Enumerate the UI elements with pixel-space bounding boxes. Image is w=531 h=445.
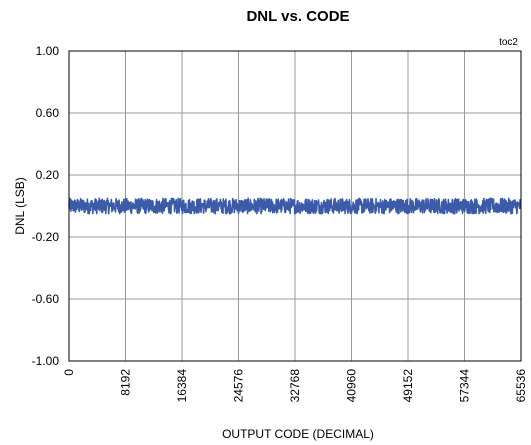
x-tick-labels: 0 8192 16384 24576 32768 40960 49152 57344 65536	[62, 369, 528, 403]
y-tick-label: -0.60	[32, 292, 60, 306]
x-axis-label: OUTPUT CODE (DECIMAL)	[222, 427, 374, 441]
figure-tag: toc2	[499, 37, 518, 48]
dnl-series-line	[68, 197, 522, 215]
x-tick-label: 8192	[119, 369, 133, 396]
y-tick-label: 0.60	[36, 106, 60, 120]
x-tick-label: 49152	[401, 369, 415, 403]
x-tick-label: 0	[62, 369, 76, 376]
plot-frame	[68, 50, 522, 362]
y-tick-label: 0.20	[36, 168, 60, 182]
x-tick-label: 32768	[288, 369, 302, 403]
y-tick-labels: 1.00 0.60 0.20 -0.20 -0.60 -1.00	[32, 44, 60, 368]
y-tick-label: 1.00	[36, 44, 60, 58]
x-tick-label: 24576	[232, 369, 246, 403]
chart-title: DNL vs. CODE	[246, 8, 349, 25]
y-tick-label: -1.00	[32, 354, 60, 368]
y-axis-label: DNL (LSB)	[13, 177, 27, 235]
x-tick-label: 16384	[175, 369, 189, 403]
data-layer	[68, 197, 522, 215]
y-tick-label: -0.20	[32, 230, 60, 244]
x-tick-label: 65536	[514, 369, 528, 403]
x-tick-label: 40960	[345, 369, 359, 403]
x-tick-label: 57344	[458, 369, 472, 403]
